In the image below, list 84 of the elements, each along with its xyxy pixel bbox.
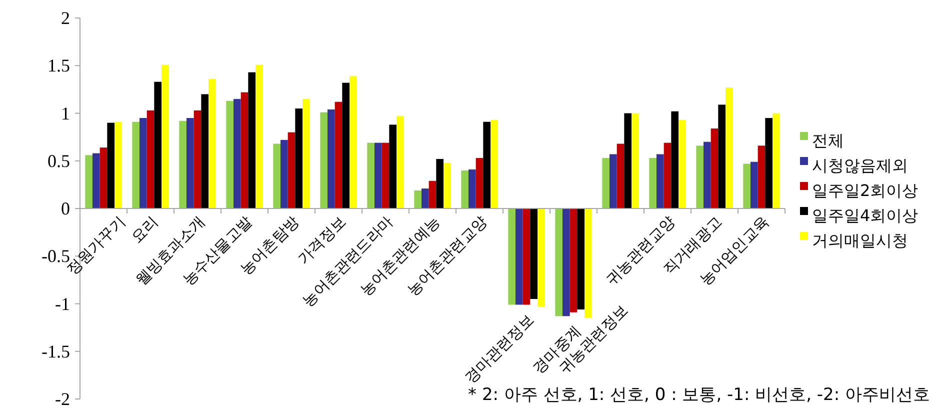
legend-label: 전체 xyxy=(812,131,844,150)
bar xyxy=(208,78,216,208)
y-tick-label: 0.5 xyxy=(48,150,70,171)
bar xyxy=(758,146,766,208)
bar xyxy=(374,142,382,208)
annotation: * 2: 아주 선호, 1: 선호, 0 : 보통, -1: 비선호, -2: 아주비선호 xyxy=(468,385,930,405)
bar xyxy=(367,142,374,208)
bar xyxy=(704,142,711,208)
bar xyxy=(765,118,772,208)
bar xyxy=(414,190,422,208)
bar xyxy=(114,122,122,208)
bar xyxy=(107,122,114,208)
bar xyxy=(602,158,610,208)
bar xyxy=(295,108,302,208)
bar xyxy=(100,148,108,208)
bar xyxy=(132,122,140,208)
y-tick-label: -2 xyxy=(55,389,70,409)
bar xyxy=(671,111,678,208)
legend-label: 일주일2회이상 xyxy=(812,181,918,200)
bar xyxy=(201,94,208,208)
legend-label: 시청않음제외 xyxy=(812,156,908,175)
bar xyxy=(350,76,357,208)
bar xyxy=(726,88,733,208)
bar xyxy=(342,82,350,208)
bar xyxy=(444,162,451,208)
bar xyxy=(632,113,639,208)
bar xyxy=(179,120,186,208)
bar xyxy=(140,118,147,208)
y-tick-label: -1 xyxy=(55,294,70,314)
bar xyxy=(743,164,750,208)
bar xyxy=(226,100,234,208)
bar xyxy=(288,132,296,208)
bar xyxy=(696,146,704,208)
y-tick-label: -1.5 xyxy=(42,341,70,362)
bar xyxy=(256,64,263,208)
bar xyxy=(234,98,241,208)
bar xyxy=(85,155,92,208)
bar xyxy=(302,98,310,208)
bar xyxy=(508,208,516,305)
bar xyxy=(718,104,726,208)
bar xyxy=(396,116,404,208)
bar xyxy=(616,144,624,208)
bar xyxy=(280,140,288,208)
bar xyxy=(516,208,523,305)
bar xyxy=(538,208,545,307)
y-tick-label: 1 xyxy=(61,103,70,124)
bar xyxy=(750,162,758,208)
bar xyxy=(382,142,390,208)
bar xyxy=(436,158,444,208)
bar xyxy=(320,112,328,208)
bar xyxy=(248,72,256,208)
bar xyxy=(328,109,335,208)
bar xyxy=(186,118,194,208)
bar xyxy=(468,169,476,208)
bar xyxy=(422,188,429,208)
bar xyxy=(664,142,672,208)
bar xyxy=(240,92,248,208)
legend-label: 거의매일시청 xyxy=(812,231,908,250)
bar xyxy=(389,124,396,208)
y-tick-label: 0 xyxy=(61,198,70,218)
bar xyxy=(649,158,656,208)
bar xyxy=(194,110,202,208)
bar xyxy=(428,180,436,208)
bar xyxy=(610,154,617,208)
legend-label: 일주일4회이상 xyxy=(812,206,918,225)
bar xyxy=(522,208,530,305)
y-tick-label: 2 xyxy=(61,8,70,28)
bar xyxy=(656,154,664,208)
bar xyxy=(146,110,154,208)
bar xyxy=(710,128,718,208)
bar xyxy=(530,208,538,299)
bar xyxy=(483,122,490,208)
bar xyxy=(678,120,686,208)
bar xyxy=(92,153,100,208)
bar xyxy=(461,170,468,208)
bar xyxy=(772,113,780,208)
bar xyxy=(490,120,498,208)
bar xyxy=(624,113,632,208)
bar xyxy=(334,102,342,208)
bar xyxy=(273,144,280,208)
bar xyxy=(162,64,169,208)
y-tick-label: 1.5 xyxy=(48,56,70,76)
bar xyxy=(476,158,484,208)
bar xyxy=(154,82,162,208)
